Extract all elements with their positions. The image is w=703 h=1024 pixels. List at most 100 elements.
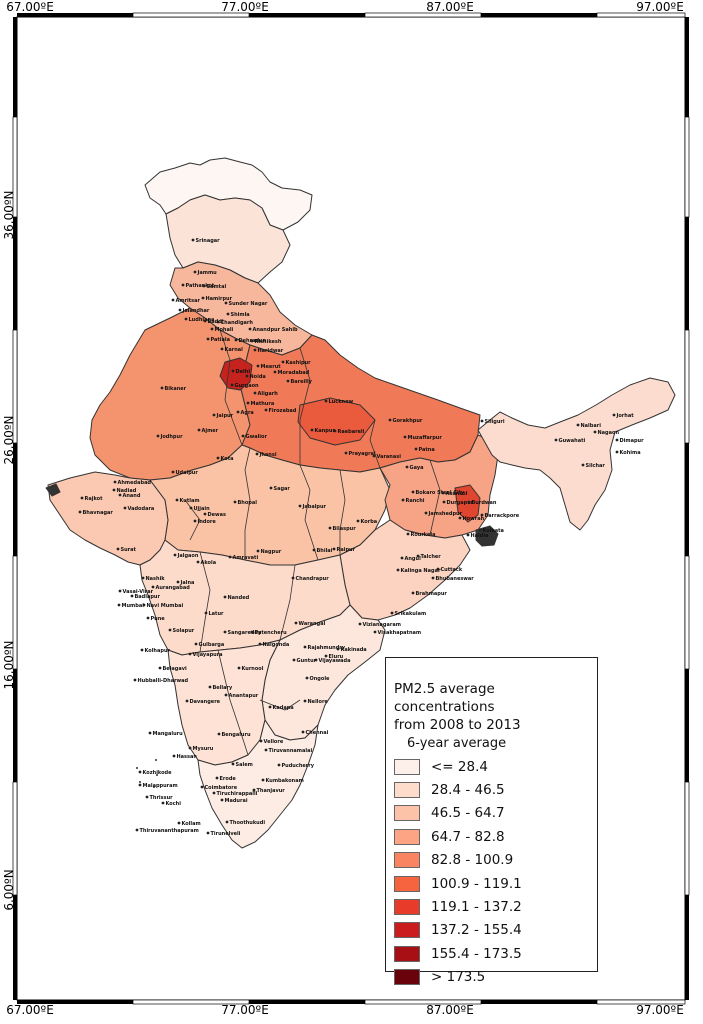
city-marker[interactable]: Bokaro Steel City	[411, 490, 465, 496]
city-marker[interactable]: Cuttack	[436, 567, 463, 573]
city-marker[interactable]: Vijayapura	[188, 652, 223, 658]
city-marker[interactable]: Pune	[146, 616, 166, 622]
city-marker[interactable]: Baddi	[203, 319, 224, 325]
city-marker[interactable]: Raipur	[332, 547, 356, 553]
city-marker[interactable]: Kohima	[615, 450, 641, 456]
city-marker[interactable]: Chandrapur	[291, 576, 330, 582]
city-marker[interactable]: Varanasi	[372, 454, 402, 460]
city-marker[interactable]: Surat	[116, 547, 137, 553]
city-marker[interactable]: Mumbai	[117, 603, 145, 609]
city-marker[interactable]: Jalna	[176, 580, 195, 586]
city-marker[interactable]: Badlapur	[130, 594, 161, 600]
city-marker[interactable]: Eluru	[324, 654, 344, 660]
city-marker[interactable]: Jamshedpur	[424, 511, 463, 517]
city-marker[interactable]: Ahmedabad	[113, 480, 152, 486]
city-marker[interactable]: Mysuru	[188, 746, 214, 752]
city-marker[interactable]: Thrissur	[145, 795, 174, 801]
city-marker[interactable]: Nadiad	[112, 488, 137, 494]
city-marker[interactable]: Kurnool	[237, 666, 264, 672]
city-marker[interactable]: Rourkela	[406, 532, 436, 538]
city-marker[interactable]: Tiruchirappalli	[212, 791, 258, 797]
city-marker[interactable]: Agra	[236, 410, 254, 416]
city-marker[interactable]: Muzaffarpur	[403, 435, 443, 441]
city-marker[interactable]: Chennai	[301, 730, 329, 736]
city-marker[interactable]: Ajmer	[197, 428, 219, 434]
city-marker[interactable]: Hamirpur	[201, 296, 233, 302]
city-marker[interactable]: Latur	[204, 611, 224, 617]
city-marker[interactable]: Nashik	[141, 576, 166, 582]
city-marker[interactable]: Ranchi	[401, 498, 425, 504]
city-marker[interactable]: Chandigarh	[216, 320, 254, 326]
city-marker[interactable]: Jhansi	[255, 452, 277, 458]
city-marker[interactable]: Gaya	[405, 465, 424, 471]
city-marker[interactable]: Howrah	[458, 516, 485, 522]
city-marker[interactable]: Kolkata	[478, 528, 504, 534]
city-marker[interactable]: Noida	[245, 374, 266, 380]
city-marker[interactable]: Shimla	[226, 312, 250, 318]
city-marker[interactable]: Bengaluru	[217, 732, 251, 738]
city-marker[interactable]: Nellore	[303, 699, 329, 705]
city-marker[interactable]: Angul	[400, 556, 421, 562]
city-marker[interactable]: Firozabad	[264, 408, 297, 414]
city-marker[interactable]: Bellary	[208, 685, 233, 691]
city-marker[interactable]: Patencheru	[250, 630, 288, 636]
city-marker[interactable]: Gulbarga	[194, 642, 225, 648]
city-marker[interactable]: Rajahmundry	[303, 645, 346, 651]
city-marker[interactable]: Burdwan	[467, 500, 497, 506]
city-marker[interactable]: Sunder Nagar	[224, 301, 268, 307]
city-marker[interactable]: Nagaon	[593, 430, 620, 436]
city-marker[interactable]: Pathankot	[181, 283, 215, 289]
city-marker[interactable]: Malappuram	[138, 783, 178, 789]
city-marker[interactable]: Vasai-Virar	[118, 589, 154, 595]
city-marker[interactable]: Indore	[193, 519, 217, 525]
city-marker[interactable]: Srikakulam	[390, 611, 427, 617]
city-marker[interactable]: Tirunelveli	[206, 831, 241, 837]
city-marker[interactable]: Silchar	[581, 463, 606, 469]
city-marker[interactable]: Vizianagaram	[358, 622, 401, 628]
city-marker[interactable]: Delhi	[231, 369, 251, 375]
city-marker[interactable]: Solapur	[168, 628, 195, 634]
city-marker[interactable]: Anantapur	[224, 693, 259, 699]
city-marker[interactable]: Dimapur	[615, 438, 644, 444]
city-marker[interactable]: Jorhat	[612, 413, 635, 419]
city-marker[interactable]: Kalinga Nagar	[396, 568, 441, 574]
city-marker[interactable]: Warangal	[294, 621, 326, 627]
city-marker[interactable]: Rajkot	[80, 496, 103, 502]
city-marker[interactable]: Karnal	[220, 347, 244, 353]
city-marker[interactable]: Jalgaon	[173, 553, 199, 559]
city-marker[interactable]: Ludhiana	[184, 317, 215, 323]
city-marker[interactable]: Brahmapur	[411, 591, 448, 597]
city-marker[interactable]: Srinagar	[191, 238, 221, 244]
city-marker[interactable]: Samtal	[202, 284, 227, 290]
city-marker[interactable]: Rishikesh	[250, 339, 282, 345]
city-marker[interactable]: Kolhapur	[140, 648, 171, 654]
city-marker[interactable]: Thiruvananthapuram	[135, 828, 199, 834]
city-marker[interactable]: Jodhpur	[156, 434, 183, 440]
city-marker[interactable]: Dewas	[203, 512, 226, 518]
city-marker[interactable]: Coimbatore	[200, 785, 238, 791]
city-marker[interactable]: Akola	[196, 560, 216, 566]
city-marker[interactable]: Korba	[356, 519, 378, 525]
city-marker[interactable]: Tiruvannamalai	[264, 748, 313, 754]
city-marker[interactable]: Siliguri	[480, 419, 505, 425]
city-marker[interactable]: Amravati	[228, 555, 259, 561]
city-marker[interactable]: Kanpur	[310, 428, 336, 434]
city-marker[interactable]: Moradabad	[273, 370, 310, 376]
city-marker[interactable]: Jalandhar	[178, 308, 210, 314]
city-marker[interactable]: Patiala	[206, 337, 230, 343]
city-marker[interactable]: Nalbari	[576, 423, 602, 429]
city-marker[interactable]: Anand	[118, 493, 141, 499]
city-marker[interactable]: Kozhikode	[138, 770, 173, 776]
city-marker[interactable]: Belagavi	[158, 666, 187, 672]
city-marker[interactable]: Mohali	[210, 327, 234, 333]
city-marker[interactable]: Jaipur	[212, 413, 234, 419]
city-marker[interactable]: Kochi	[161, 801, 182, 807]
city-marker[interactable]: Asansol	[441, 491, 468, 497]
city-marker[interactable]: Jabalpur	[298, 504, 327, 510]
city-marker[interactable]: Patna	[414, 447, 435, 453]
city-marker[interactable]: Mathura	[246, 401, 275, 407]
city-marker[interactable]: Guwahati	[554, 438, 586, 444]
city-marker[interactable]: Kashipur	[281, 360, 312, 366]
city-marker[interactable]: Gorakhpur	[388, 418, 423, 424]
city-marker[interactable]: Mangaluru	[148, 731, 184, 737]
